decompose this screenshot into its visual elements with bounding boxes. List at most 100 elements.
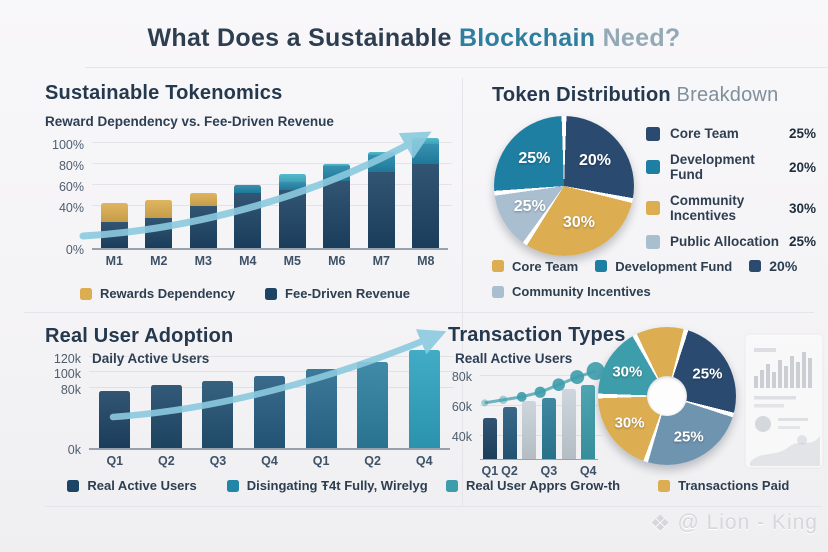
y-tick-label: 100% [52,137,84,152]
x-tick-label: Q2 [501,464,518,478]
x-tick-label: Q3 [540,464,558,478]
bar-segment [323,180,351,248]
pie-slice-label: 30% [614,414,645,432]
legend-value: 20% [788,159,816,175]
bar-segment [581,384,596,459]
title-part-dark: What Does a Sustainable [147,24,459,52]
bar-segment [202,380,234,448]
tokenomics-x-axis: M1 M2 M3 M4 M5 M6 M7 M8 [92,250,448,270]
legend-swatch [595,260,608,272]
transaction-types-donut: 25% 25% 30% 30% [598,327,736,465]
legend-value: 30% [788,200,816,216]
bar [367,152,395,248]
bar [278,174,306,248]
legend-swatch [749,260,762,272]
legend-item: Community Incentives [492,284,651,299]
legend-item: Transactions Paid [658,478,789,493]
legend-swatch [646,234,660,249]
bar-segment [412,143,440,164]
legend-item: Public Allocation 25% [646,234,816,249]
token-distribution-heading: Token Distribution Breakdown [492,84,778,107]
x-tick-label: Q1 [106,454,124,468]
gridline [92,141,452,143]
legend-label: Disingating Ŧ4t Fully, Wirelyg [246,478,428,493]
tokenomics-heading: Sustainable Tokenomics [45,82,283,104]
bar [202,380,234,448]
y-tick-label: 0k [67,443,81,457]
bar [150,384,182,448]
y-tick-label: 40% [58,200,84,215]
bar [522,401,537,459]
x-tick-label: M4 [239,254,257,268]
adoption-chart: 120k 100k 80k 0k Q1 Q2 Q3 Q4 Q1 Q2 Q4 [45,346,454,470]
tokenomics-subtitle: Reward Dependency vs. Fee-Driven Revenue [45,114,334,129]
legend-value: 25% [788,234,816,249]
transactions-chart: 80k 60k 40k Q1 Q2 Q3 Q4 [446,362,605,480]
legend-label: Community Incentives [670,193,745,223]
y-tick-label: 80% [58,158,84,173]
horizontal-divider [24,312,814,313]
bar-segment [254,376,285,448]
bar-segment [189,205,217,248]
bar-segment [482,418,497,459]
legend-swatch [446,479,458,492]
transactions-y-axis: 80k 60k 40k [446,368,480,460]
legend-swatch [646,160,660,174]
bar-segment [189,193,217,206]
bar [323,163,351,248]
gridline [92,162,452,164]
pie-slice-label: 30% [612,363,643,381]
bar-segment [541,398,556,459]
bar-segment [150,384,182,448]
legend-item: Development Fund [595,259,732,274]
adoption-plot [89,346,454,450]
title-part-teal: Blockchain [458,24,596,52]
bar-segment [278,181,306,190]
legend-swatch [226,479,239,492]
bar-segment [522,401,537,459]
y-tick-label: 120k [53,352,81,367]
x-tick-label: Q2 [158,454,175,468]
x-tick-label: Q4 [261,454,278,468]
watermark-text: @ Lion - King [677,511,818,534]
legend-swatch [79,287,92,300]
pie-slice-label: 30% [562,213,595,231]
y-tick-label: 40k [451,430,472,445]
gridline [89,371,454,373]
token-distribution-pie: 20% 30% 25% 25% [494,116,634,256]
bar-segment [323,165,351,181]
legend-item: Core Team 25% [646,126,816,141]
legend-item: Fee-Driven Revenue [265,286,410,301]
bar [412,138,440,248]
adoption-x-axis: Q1 Q2 Q3 Q4 Q1 Q2 Q4 [89,450,450,470]
legend-label: Public Allocation [670,234,780,249]
legend-item: Real Active Users [67,478,197,493]
tokenomics-plot [92,132,452,250]
heading-light: Breakdown [670,84,779,106]
x-tick-label: M8 [417,254,435,268]
bar-segment [502,407,517,459]
legend-swatch [646,201,660,215]
bar [145,199,173,248]
bar-segment [145,218,173,248]
title-part-light: Need? [595,24,681,52]
legend-item: Disingating Ŧ4t Fully, Wirelyg [226,478,428,493]
bar-segment [234,184,262,194]
gridline [480,404,602,406]
bar [100,202,128,248]
legend-swatch [492,260,504,272]
legend-swatch [265,287,278,300]
pie-slice-label: 25% [673,428,704,446]
title-divider [85,67,828,68]
legend-label: Core Team [670,126,739,141]
x-tick-label: M5 [283,254,301,268]
bar-segment [100,202,128,222]
gridline [92,183,452,185]
bar [189,193,217,248]
bar [305,368,337,448]
transactions-x-axis: Q1 Q2 Q3 Q4 [480,460,598,480]
bar [254,376,285,448]
bar [408,349,440,448]
bar-segment [145,199,173,219]
bar-segment [305,368,337,448]
